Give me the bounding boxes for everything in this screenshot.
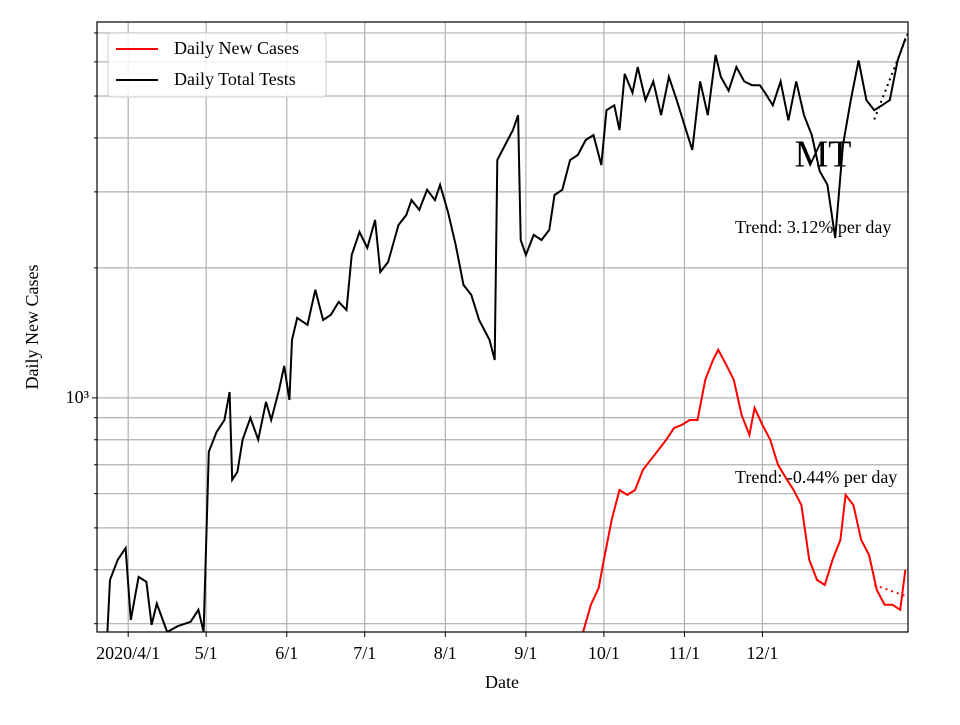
annotation: Trend: 3.12% per day — [735, 217, 891, 237]
plot-frame — [96, 21, 909, 633]
y-axis-label: Daily New Cases — [22, 265, 42, 390]
y-tick-label: 10³ — [66, 387, 90, 407]
annotation: Trend: -0.44% per day — [735, 467, 897, 487]
legend-label: Daily Total Tests — [174, 69, 296, 89]
legend: Daily New Cases Daily Total Tests — [107, 32, 327, 98]
x-tick-label: 11/1 — [669, 643, 700, 663]
legend-box — [107, 32, 327, 98]
x-tick-label: 2020/4/1 — [96, 643, 160, 663]
x-tick-label: 8/1 — [434, 643, 457, 663]
x-tick-label: 9/1 — [514, 643, 537, 663]
x-tick-label: 7/1 — [353, 643, 376, 663]
x-tick-label: 6/1 — [275, 643, 298, 663]
data-line — [106, 38, 907, 632]
x-tick-label: 5/1 — [195, 643, 218, 663]
x-tick-label: 12/1 — [746, 643, 778, 663]
x-tick-label: 10/1 — [588, 643, 620, 663]
x-axis-label: Date — [485, 672, 519, 692]
plot-lines — [106, 32, 908, 632]
legend-label: Daily New Cases — [174, 38, 299, 58]
grid — [92, 22, 908, 637]
data-line — [582, 347, 907, 632]
chart-title: MT — [795, 134, 852, 176]
